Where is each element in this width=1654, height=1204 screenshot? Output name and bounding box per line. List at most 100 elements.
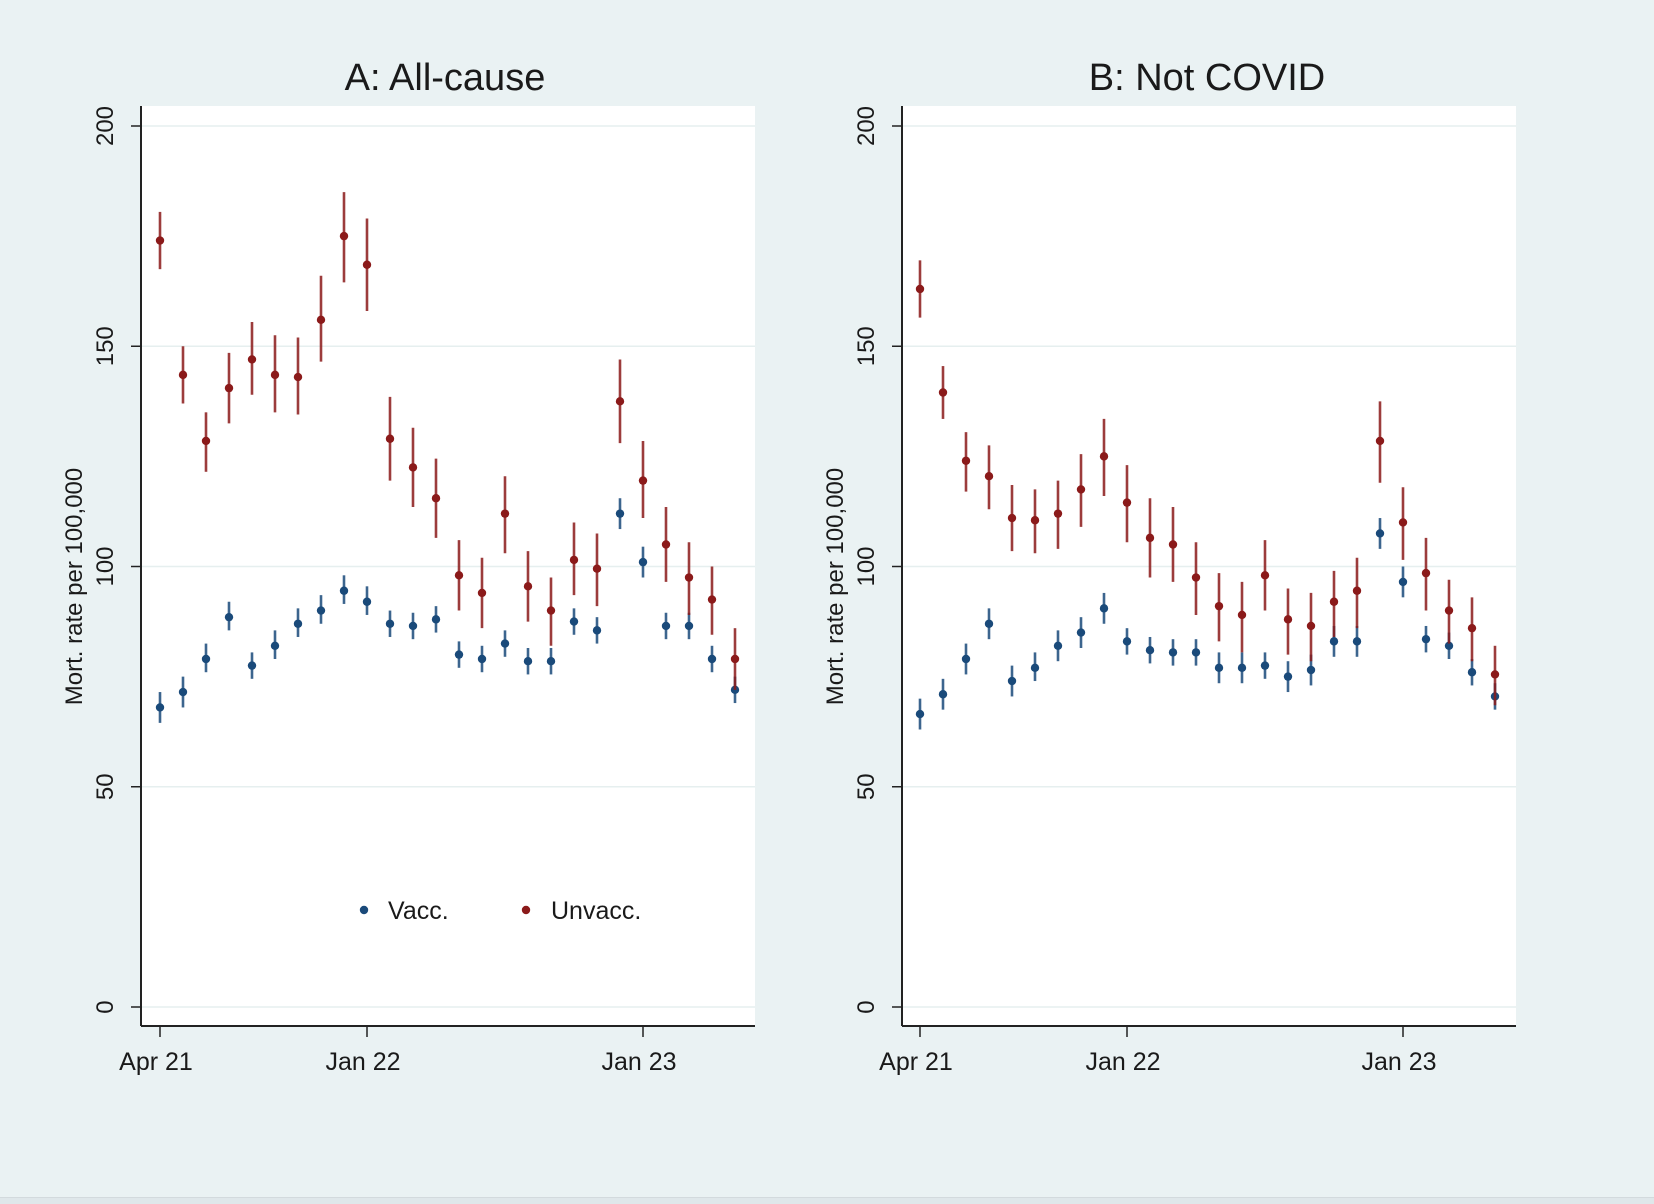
data-point bbox=[1030, 663, 1040, 673]
data-point bbox=[915, 284, 925, 294]
data-point bbox=[984, 471, 994, 481]
data-point bbox=[454, 650, 464, 659]
x-tick-label: Apr 21 bbox=[879, 1048, 953, 1076]
data-point bbox=[454, 571, 464, 580]
data-point bbox=[1283, 615, 1293, 624]
data-point bbox=[546, 657, 556, 666]
data-point bbox=[247, 355, 257, 364]
data-point bbox=[293, 619, 303, 628]
data-point bbox=[500, 639, 510, 648]
y-axis-label: Mort. rate per 100,000 bbox=[822, 468, 849, 705]
legend-label-unvacc: Unvacc. bbox=[551, 897, 641, 925]
data-point bbox=[1352, 586, 1362, 595]
data-point bbox=[247, 661, 257, 670]
data-point bbox=[938, 388, 948, 397]
data-point bbox=[1444, 641, 1454, 650]
data-point bbox=[500, 509, 510, 518]
x-tick-label: Jan 22 bbox=[325, 1048, 400, 1076]
data-point bbox=[915, 709, 925, 719]
data-point bbox=[1099, 452, 1109, 461]
y-tick-label: 50 bbox=[853, 773, 880, 800]
data-point bbox=[339, 231, 349, 241]
data-point bbox=[730, 654, 740, 664]
series-unvacc bbox=[915, 260, 1500, 706]
data-point bbox=[961, 456, 971, 465]
data-point bbox=[1145, 645, 1155, 655]
y-tick-label: 200 bbox=[853, 106, 880, 146]
data-point bbox=[1398, 577, 1408, 587]
data-point bbox=[569, 617, 579, 626]
data-point bbox=[1191, 573, 1201, 582]
data-point bbox=[339, 586, 349, 595]
data-point bbox=[984, 619, 994, 628]
data-point bbox=[477, 588, 487, 598]
data-point bbox=[1375, 436, 1385, 446]
data-point bbox=[316, 315, 326, 325]
data-point bbox=[1053, 509, 1063, 518]
data-point bbox=[431, 615, 441, 624]
y-axis-label: Mort. rate per 100,000 bbox=[61, 468, 88, 705]
x-tick-label: Jan 23 bbox=[1361, 1048, 1436, 1076]
data-point bbox=[293, 372, 303, 382]
data-point bbox=[638, 557, 648, 567]
data-point bbox=[523, 582, 533, 591]
data-point bbox=[1352, 637, 1362, 646]
data-point bbox=[362, 260, 372, 269]
data-point bbox=[1490, 670, 1500, 679]
y-tick-label: 0 bbox=[853, 1000, 880, 1013]
data-point bbox=[201, 654, 211, 664]
data-point bbox=[1145, 533, 1155, 543]
data-point bbox=[385, 434, 395, 443]
data-point bbox=[1099, 604, 1109, 613]
panel-not-covid: B: Not COVID Mort. rate per 100,000 0 50 1… bbox=[822, 57, 1516, 1076]
data-point bbox=[1398, 518, 1408, 527]
data-point bbox=[1306, 621, 1316, 631]
data-point bbox=[1007, 676, 1017, 686]
data-point bbox=[224, 612, 234, 622]
panel-all-cause: A: All-cause Mort. rate per 100,000 0 50 1… bbox=[61, 57, 755, 1076]
data-point bbox=[1260, 571, 1270, 580]
data-point bbox=[592, 626, 602, 635]
data-point bbox=[707, 595, 717, 604]
data-point bbox=[1214, 663, 1224, 673]
data-point bbox=[569, 555, 579, 565]
data-point bbox=[431, 494, 441, 503]
legend: Vacc. Unvacc. bbox=[359, 897, 641, 925]
data-point bbox=[1260, 661, 1270, 670]
series-unvacc bbox=[155, 192, 740, 690]
data-point bbox=[1237, 663, 1247, 673]
data-point bbox=[615, 509, 625, 518]
data-point bbox=[408, 621, 418, 631]
data-point bbox=[1076, 485, 1086, 494]
data-point bbox=[270, 370, 280, 380]
x-tick-label: Jan 22 bbox=[1085, 1048, 1160, 1076]
y-tick-label: 100 bbox=[92, 546, 119, 586]
legend-marker-unvacc bbox=[521, 905, 531, 915]
data-point bbox=[385, 619, 395, 628]
y-tick-label: 50 bbox=[92, 773, 119, 800]
figure-bottom-border bbox=[0, 1197, 1654, 1204]
y-tick-label: 200 bbox=[92, 106, 119, 146]
data-point bbox=[961, 654, 971, 664]
data-point bbox=[178, 370, 188, 380]
data-point bbox=[1283, 672, 1293, 681]
data-point bbox=[224, 383, 234, 393]
data-point bbox=[684, 621, 694, 631]
data-point bbox=[1168, 648, 1178, 657]
data-point bbox=[362, 597, 372, 606]
data-point bbox=[661, 540, 671, 549]
data-point bbox=[615, 397, 625, 406]
data-point bbox=[477, 654, 487, 664]
data-point bbox=[316, 606, 326, 615]
data-point bbox=[523, 657, 533, 666]
data-point bbox=[1007, 513, 1017, 523]
data-point bbox=[1122, 498, 1132, 507]
data-point bbox=[270, 641, 280, 650]
data-point bbox=[938, 690, 948, 699]
data-point bbox=[546, 606, 556, 615]
data-point bbox=[1306, 665, 1316, 675]
legend-label-vacc: Vacc. bbox=[388, 897, 449, 925]
data-point bbox=[155, 703, 165, 712]
x-tick-label: Apr 21 bbox=[119, 1048, 193, 1076]
